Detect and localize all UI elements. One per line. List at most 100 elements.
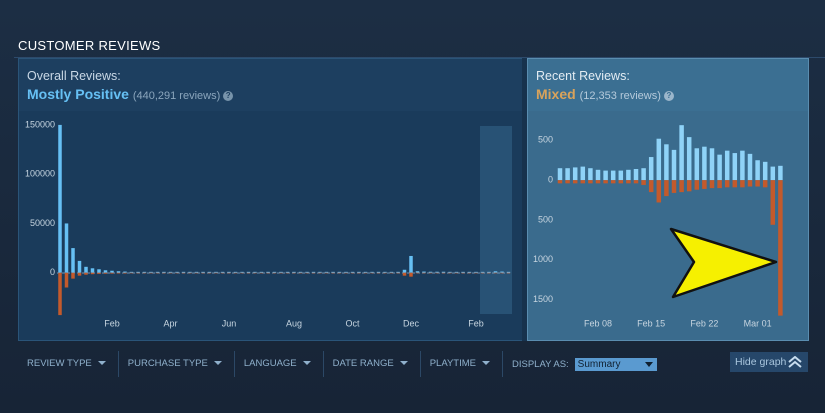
bar [123, 271, 127, 273]
filter-dropdown[interactable]: DATE RANGE [324, 351, 421, 377]
bar [110, 272, 114, 274]
bar [142, 271, 147, 273]
bar [240, 271, 244, 273]
bar [762, 161, 768, 181]
bar [422, 271, 426, 273]
filter-dropdown[interactable]: REVIEW TYPE [18, 351, 119, 377]
bar [441, 272, 446, 274]
y-tick-label: 1500 [533, 294, 553, 304]
bar [272, 271, 277, 273]
bar [618, 170, 624, 181]
bar [58, 124, 62, 273]
bar [588, 168, 593, 181]
hide-graph-button[interactable]: Hide graph [730, 352, 808, 372]
x-tick-label: Feb 08 [584, 318, 612, 328]
filter-dropdown[interactable]: PURCHASE TYPE [119, 351, 235, 377]
bar [572, 180, 578, 184]
bar [188, 271, 192, 273]
bar [194, 271, 199, 273]
bar [474, 272, 478, 274]
help-icon[interactable]: ? [223, 91, 234, 101]
bar [702, 180, 707, 189]
bar [285, 271, 290, 273]
bar [181, 271, 186, 273]
bar [331, 271, 335, 273]
bar [487, 272, 491, 274]
bar [279, 272, 283, 274]
bar [694, 180, 700, 190]
bar [383, 271, 387, 273]
bar [422, 272, 426, 274]
filter-dropdown[interactable]: PLAYTIME [421, 351, 503, 377]
bar [500, 272, 504, 274]
bar [588, 180, 593, 184]
overall-count: (440,291 reviews) [132, 90, 221, 102]
x-tick-label: Apr [163, 318, 177, 328]
bar [648, 180, 654, 193]
bar [480, 272, 485, 274]
recent-range-highlight [480, 126, 512, 314]
bar [565, 168, 570, 181]
bar [201, 272, 205, 274]
bar [77, 272, 82, 276]
bar [97, 269, 101, 273]
bar [709, 180, 715, 189]
y-tick-label: 0 [50, 267, 55, 277]
bar [103, 270, 108, 273]
bar [97, 272, 101, 274]
bar [664, 180, 669, 197]
bar [246, 271, 251, 273]
bar [142, 272, 147, 274]
display-as-label: DISPLAY AS: [511, 358, 569, 370]
bar [188, 272, 192, 274]
bar [149, 272, 153, 274]
overall-panel: Overall Reviews: Mostly Positive (440,29… [18, 58, 523, 341]
bar [474, 271, 478, 273]
bar [324, 271, 329, 273]
bar [337, 271, 342, 273]
bar [162, 271, 166, 273]
bar [441, 271, 446, 273]
y-tick-label: 100000 [25, 169, 55, 179]
bar [595, 180, 601, 184]
bar [240, 272, 244, 274]
help-icon[interactable]: ? [663, 91, 674, 101]
bar [129, 271, 134, 273]
bar [233, 271, 238, 273]
y-tick-label: 1000 [533, 254, 553, 264]
filter-dropdown[interactable]: LANGUAGE [235, 351, 324, 377]
bar [71, 248, 75, 273]
bar [253, 271, 257, 273]
bar [572, 167, 578, 181]
bar [500, 271, 504, 273]
bar [702, 146, 707, 181]
x-tick-label: Feb 15 [637, 318, 665, 328]
x-tick-label: Aug [286, 318, 302, 328]
bar [376, 271, 381, 273]
bar [175, 271, 179, 273]
bar [383, 272, 387, 274]
bar [454, 271, 459, 273]
x-tick-label: Feb [468, 318, 484, 328]
bar [77, 260, 82, 273]
display-select[interactable]: Summary [574, 357, 657, 371]
bar [603, 170, 608, 181]
bar [435, 272, 439, 274]
bar [116, 271, 121, 273]
bar [603, 180, 608, 184]
y-tick-label: 150000 [25, 119, 55, 129]
x-tick-label: Dec [403, 318, 420, 328]
bar [214, 271, 218, 273]
bar [214, 272, 218, 274]
bar [493, 271, 498, 273]
bar [747, 153, 753, 181]
bar [396, 271, 400, 273]
bar [311, 272, 316, 274]
bar [168, 271, 173, 273]
bar [402, 269, 407, 273]
bar [318, 271, 322, 273]
bar [506, 272, 511, 274]
bar [331, 272, 335, 274]
bar [467, 272, 472, 274]
bar [370, 272, 374, 274]
